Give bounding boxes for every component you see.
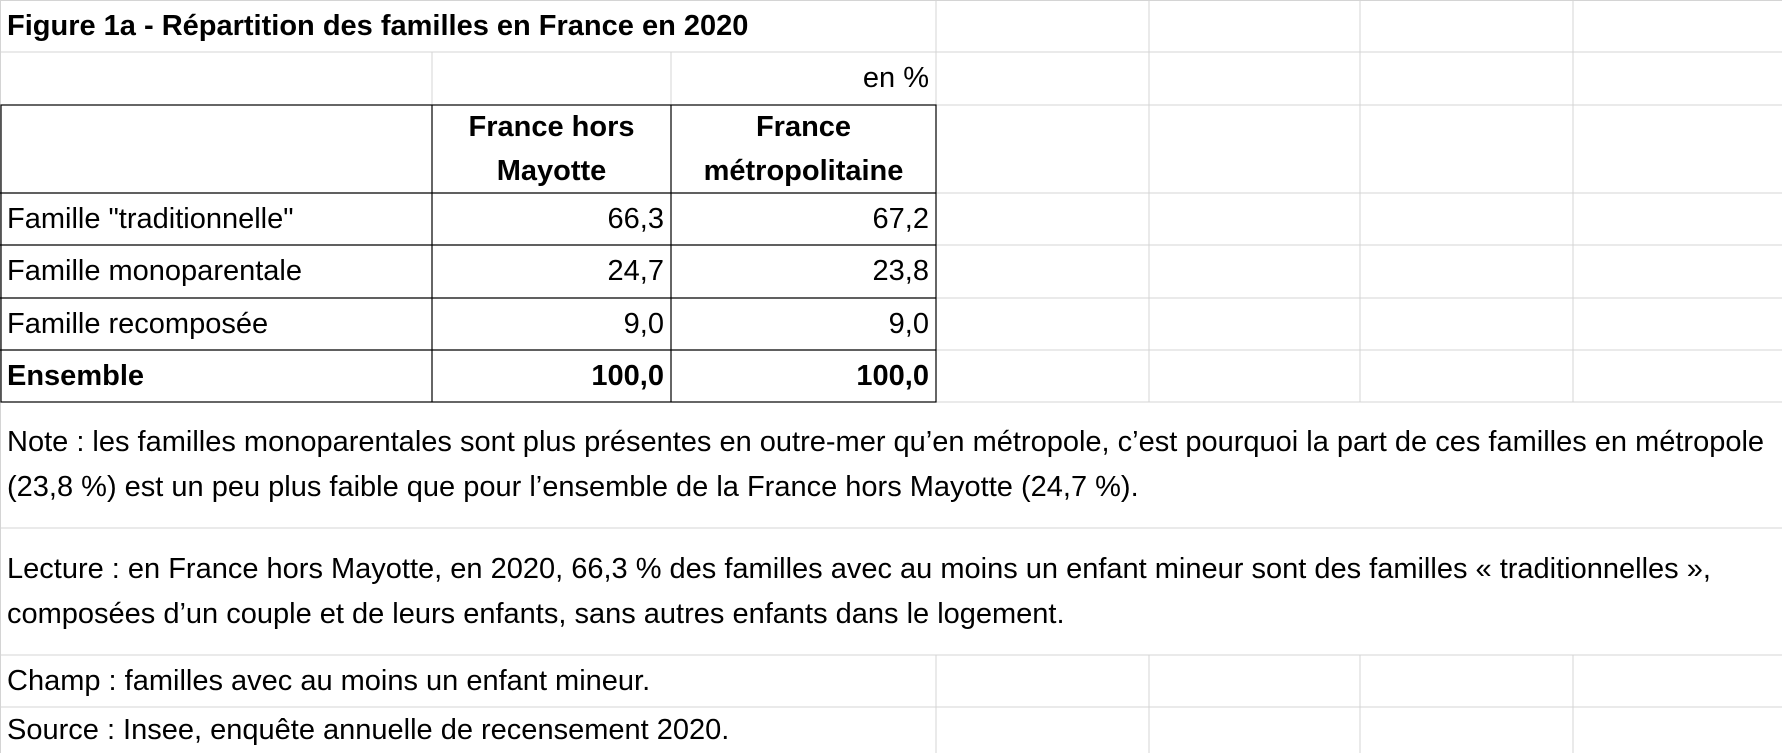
title: Figure 1a - Répartition des familles en … <box>7 9 749 42</box>
table-cell: 9,0 <box>888 307 929 340</box>
column-header: France hors Mayotte <box>468 111 635 187</box>
table-cell: 9,0 <box>623 307 664 340</box>
table-cell: 66,3 <box>607 202 664 235</box>
row-label: Famille "traditionnelle" <box>7 202 294 235</box>
column-header: France métropolitaine <box>703 111 904 187</box>
champ: Champ : familles avec au moins un enfant… <box>7 664 651 697</box>
table-borders <box>0 104 937 403</box>
table-cell: 67,2 <box>872 202 929 235</box>
lecture: Lecture : en France hors Mayotte, en 202… <box>7 552 1711 630</box>
unit: en % <box>862 62 929 94</box>
source: Source : Insee, enquête annuelle de rece… <box>7 713 730 746</box>
note: Note : les familles monoparentales sont … <box>7 426 1765 503</box>
table-cell: 23,8 <box>872 255 929 287</box>
table-cell: 24,7 <box>607 255 664 287</box>
table-cell: 100,0 <box>591 359 664 392</box>
row-label: Ensemble <box>7 359 144 392</box>
table-cell: 100,0 <box>856 359 929 392</box>
row-label: Famille monoparentale <box>7 255 302 287</box>
row-label: Famille recomposée <box>7 307 269 340</box>
